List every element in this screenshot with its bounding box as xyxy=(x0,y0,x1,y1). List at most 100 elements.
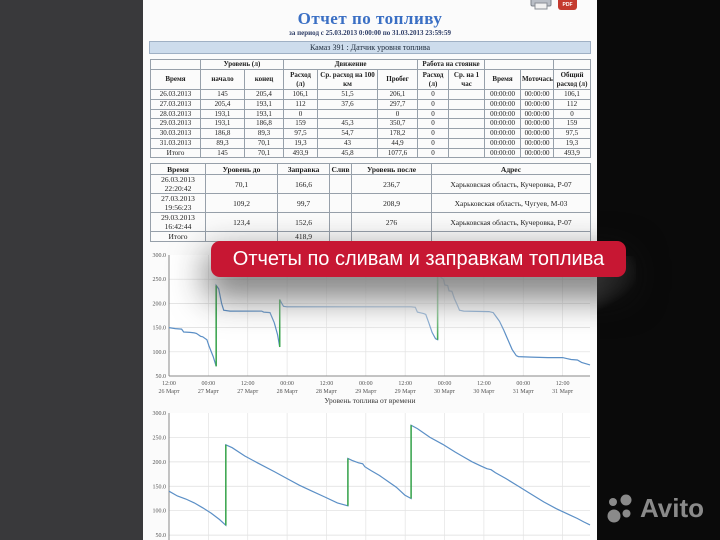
refuel-table-cell: 166,6 xyxy=(277,174,330,194)
pdf-export-icon[interactable]: PDF xyxy=(558,0,577,10)
daily-table-cell: 26.03.2013 xyxy=(150,89,201,100)
report-period: за период с 25.03.2013 0:00:00 по 31.03.… xyxy=(289,29,451,37)
daily-table-header-row: Время начало конец Расход (л) Ср. расход на … xyxy=(150,69,592,90)
daily-table-header-cell: Моточасы xyxy=(520,69,555,90)
svg-text:31 Март: 31 Март xyxy=(552,389,573,395)
daily-table-cell: 145 xyxy=(200,89,245,100)
refuel-table-cell: Итого xyxy=(150,231,206,242)
svg-text:29 Март: 29 Март xyxy=(355,389,376,395)
refuel-table-row: 27.03.2013 19:56:23 109,2 99,7 208,9 Харьков… xyxy=(150,193,591,213)
daily-table-cell: 0 xyxy=(283,108,318,120)
chart-title: Уровень топлива от времени xyxy=(324,396,416,405)
svg-text:26 Март: 26 Март xyxy=(158,389,179,395)
refuel-table-cell: 418,9 xyxy=(277,231,330,242)
daily-table-group-header-cell: Движение xyxy=(282,59,419,70)
daily-table-cell: 0 xyxy=(417,137,450,149)
daily-table-cell xyxy=(448,108,486,120)
refuel-table-cell xyxy=(329,231,352,242)
daily-table-cell: 0 xyxy=(417,98,450,110)
refuel-table-cell: 99,7 xyxy=(277,193,330,213)
svg-text:00:00: 00:00 xyxy=(280,381,294,387)
svg-text:00:00: 00:00 xyxy=(438,381,452,387)
daily-table-cell: 19,3 xyxy=(553,137,592,149)
daily-table-row: 27.03.2013 205,4 193,1 112 37,6 297,7 0 00:00:0… xyxy=(150,98,592,110)
daily-table-cell: 112 xyxy=(553,98,592,110)
daily-table-cell: 297,7 xyxy=(376,98,419,110)
svg-text:29 Март: 29 Март xyxy=(395,389,416,395)
daily-table-group-header-row: Уровень (л) Движение Работа на стоянке xyxy=(150,59,592,70)
daily-table-row: Итого 145 70,1 493,9 45,8 1077,6 0 00:00:00 00:0… xyxy=(150,147,592,159)
refuel-events-table: Время Уровень до Заправка Слив Уровень после… xyxy=(150,163,591,242)
refuel-table-cell xyxy=(329,212,352,232)
refuel-table-cell: Харьковская область, Кучеровка, Р-07 xyxy=(431,212,591,232)
refuel-table-cell: 236,7 xyxy=(351,174,432,194)
daily-table-cell: 193,1 xyxy=(200,108,245,120)
daily-table-cell: 44,9 xyxy=(376,137,419,149)
refuel-table-cell xyxy=(205,231,278,242)
print-icon[interactable] xyxy=(530,0,552,10)
daily-table-cell xyxy=(448,89,486,100)
refuel-table-header-cell: Время xyxy=(150,163,206,175)
daily-table-cell: 206,1 xyxy=(376,89,419,100)
refuel-table-cell: 26.03.2013 22:20:42 xyxy=(150,174,206,194)
daily-table-cell: 00:00:00 xyxy=(520,89,555,100)
svg-text:12:00: 12:00 xyxy=(241,381,255,387)
daily-table-header-cell: Время xyxy=(484,69,522,90)
daily-table-cell: 0 xyxy=(417,147,450,159)
daily-table-header-cell: Общий расход (л) xyxy=(553,69,592,90)
svg-text:12:00: 12:00 xyxy=(162,381,176,387)
daily-table-cell: 112 xyxy=(283,98,318,110)
refuel-table-cell xyxy=(351,231,432,242)
daily-table-cell: 45,3 xyxy=(317,118,378,129)
daily-table-header-cell: конец xyxy=(244,69,284,90)
daily-table-cell xyxy=(317,108,378,120)
svg-text:30 Март: 30 Март xyxy=(473,389,494,395)
refuel-table-row: 29.03.2013 16:42:44 123,4 152,6 276 Харьковс… xyxy=(150,212,591,232)
daily-table-cell: 70,1 xyxy=(244,137,284,149)
daily-table-cell: 00:00:00 xyxy=(484,98,522,110)
daily-table-cell: 30.03.2013 xyxy=(150,128,201,139)
daily-table-group-header-cell xyxy=(150,59,201,70)
svg-text:100.0: 100.0 xyxy=(153,509,167,515)
daily-table-cell: 97,5 xyxy=(283,128,318,139)
daily-table-cell: 28.03.2013 xyxy=(150,108,201,120)
svg-text:50.0: 50.0 xyxy=(156,374,167,380)
daily-consumption-table: Уровень (л) Движение Работа на стоянке Вре… xyxy=(150,59,592,159)
svg-text:150.0: 150.0 xyxy=(153,326,167,332)
promo-banner: Отчеты по сливам и заправкам топлива xyxy=(211,241,626,277)
report-toolbar: PDF xyxy=(530,0,577,10)
svg-text:100.0: 100.0 xyxy=(153,350,167,356)
svg-text:300.0: 300.0 xyxy=(153,411,167,417)
daily-table-cell: 89,3 xyxy=(200,137,245,149)
daily-table-cell: 178,2 xyxy=(376,128,419,139)
daily-table-header-cell: Время xyxy=(150,69,201,90)
daily-table-cell: 205,4 xyxy=(200,98,245,110)
daily-table-cell: 186,8 xyxy=(200,128,245,139)
daily-table-cell: 00:00:00 xyxy=(520,128,555,139)
daily-table-cell: 97,5 xyxy=(553,128,592,139)
svg-text:00:00: 00:00 xyxy=(359,381,373,387)
daily-table-cell: 37,6 xyxy=(317,98,378,110)
daily-table-cell xyxy=(448,98,486,110)
daily-table-row: 30.03.2013 186,8 89,3 97,5 54,7 178,2 0 00:00:0… xyxy=(150,128,592,139)
daily-table-header-cell: Расход (л) xyxy=(417,69,450,90)
daily-table-header-cell: Пробег xyxy=(376,69,419,90)
refuel-table-cell: Харьковская область, Кучеровка, Р-07 xyxy=(431,174,591,194)
svg-text:12:00: 12:00 xyxy=(477,381,491,387)
refuel-table-cell xyxy=(329,174,352,194)
daily-table-cell: 45,8 xyxy=(317,147,378,159)
daily-table-cell: 193,1 xyxy=(200,118,245,129)
daily-table-cell: 159 xyxy=(553,118,592,129)
avito-logo-icon xyxy=(607,494,632,522)
refuel-table-cell: 29.03.2013 16:42:44 xyxy=(150,212,206,232)
report-page: PDF Отчет по топливу за период с 25.03.2… xyxy=(143,0,597,540)
refuel-table-cell: Харьковская область, Чугуев, М-03 xyxy=(431,193,591,213)
daily-table-cell: 0 xyxy=(417,89,450,100)
daily-table-row: 28.03.2013 193,1 193,1 0 0 0 00:00:00 00:00:00 0 xyxy=(150,108,592,120)
daily-table-cell: 51,5 xyxy=(317,89,378,100)
daily-table-body: 26.03.2013 145 205,4 106,1 51,5 206,1 0 00:00:0… xyxy=(150,89,592,159)
daily-table-cell: 00:00:00 xyxy=(484,147,522,159)
daily-table-cell: 00:00:00 xyxy=(520,118,555,129)
refuel-table-cell xyxy=(431,231,591,242)
refuel-table-cell: 152,6 xyxy=(277,212,330,232)
